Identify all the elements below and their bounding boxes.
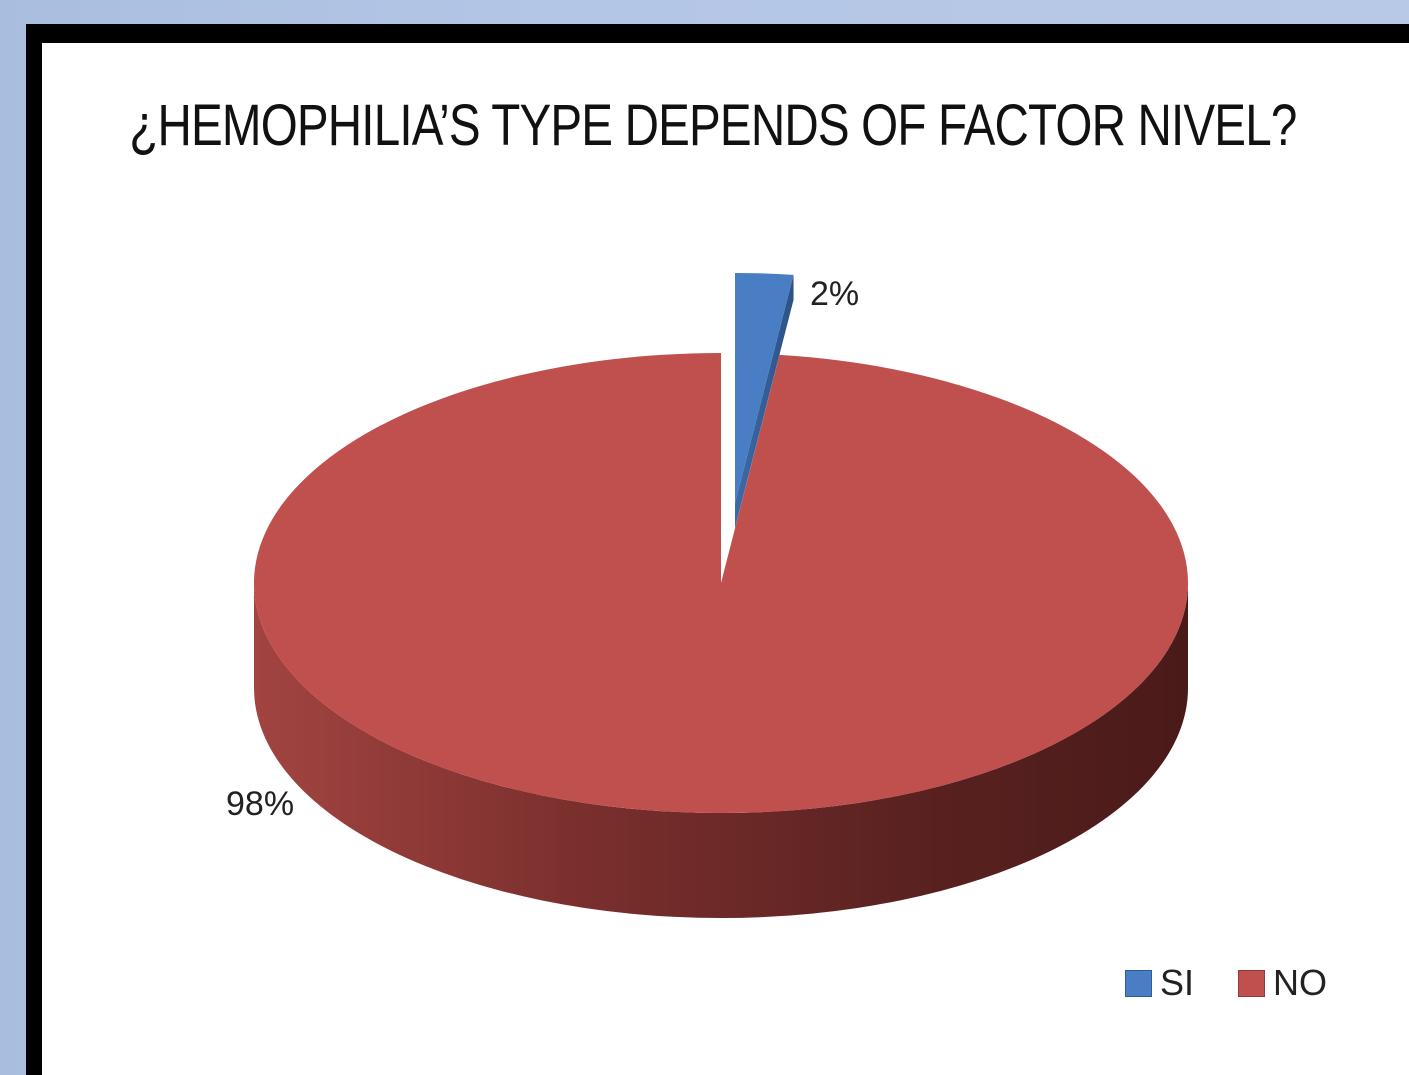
legend-label-si: SI [1160,962,1195,1003]
data-label-no: 98% [226,785,294,823]
legend-swatch-si [1125,969,1152,997]
legend-label-no: NO [1273,962,1328,1003]
pie-slice-si [735,273,794,503]
pie-slice-side-si [735,274,794,528]
legend-item-no: NO [1238,962,1327,1004]
data-label-si: 2% [810,275,859,313]
legend-swatch-no [1238,969,1266,997]
legend-item-si: SI [1125,962,1194,1004]
legend: SI NO [1125,962,1327,1004]
pie-labels: 2% 98% [226,275,859,823]
chart-title: ¿HEMOPHILIA’S TYPE DEPENDS OF FACTOR NIV… [129,93,1297,158]
pie-slice-side-no [254,583,1188,918]
pie-slice-no [253,353,1188,813]
pie-group [253,273,1188,918]
